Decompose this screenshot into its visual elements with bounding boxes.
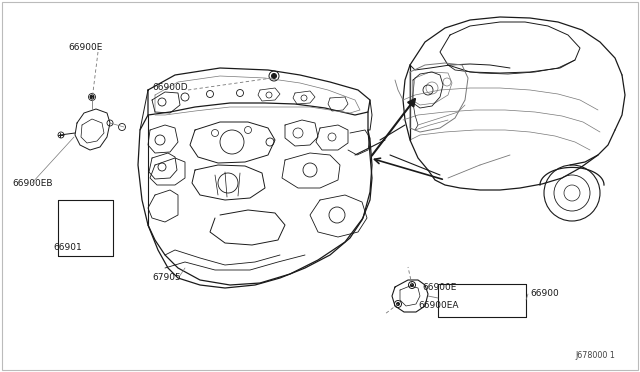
Circle shape <box>90 96 93 99</box>
Text: 67905: 67905 <box>152 273 180 282</box>
Text: J678000 1: J678000 1 <box>575 352 615 360</box>
Circle shape <box>410 283 413 286</box>
Text: 66900EB: 66900EB <box>12 179 52 187</box>
Circle shape <box>397 302 399 305</box>
Circle shape <box>90 95 94 99</box>
Text: 66901: 66901 <box>54 243 83 251</box>
Text: 66900: 66900 <box>530 289 559 298</box>
Text: 66900EA: 66900EA <box>418 301 458 310</box>
Text: 66900D: 66900D <box>152 83 188 93</box>
Circle shape <box>271 74 276 78</box>
Text: 66900E: 66900E <box>422 282 456 292</box>
Text: 66900E: 66900E <box>68 44 102 52</box>
